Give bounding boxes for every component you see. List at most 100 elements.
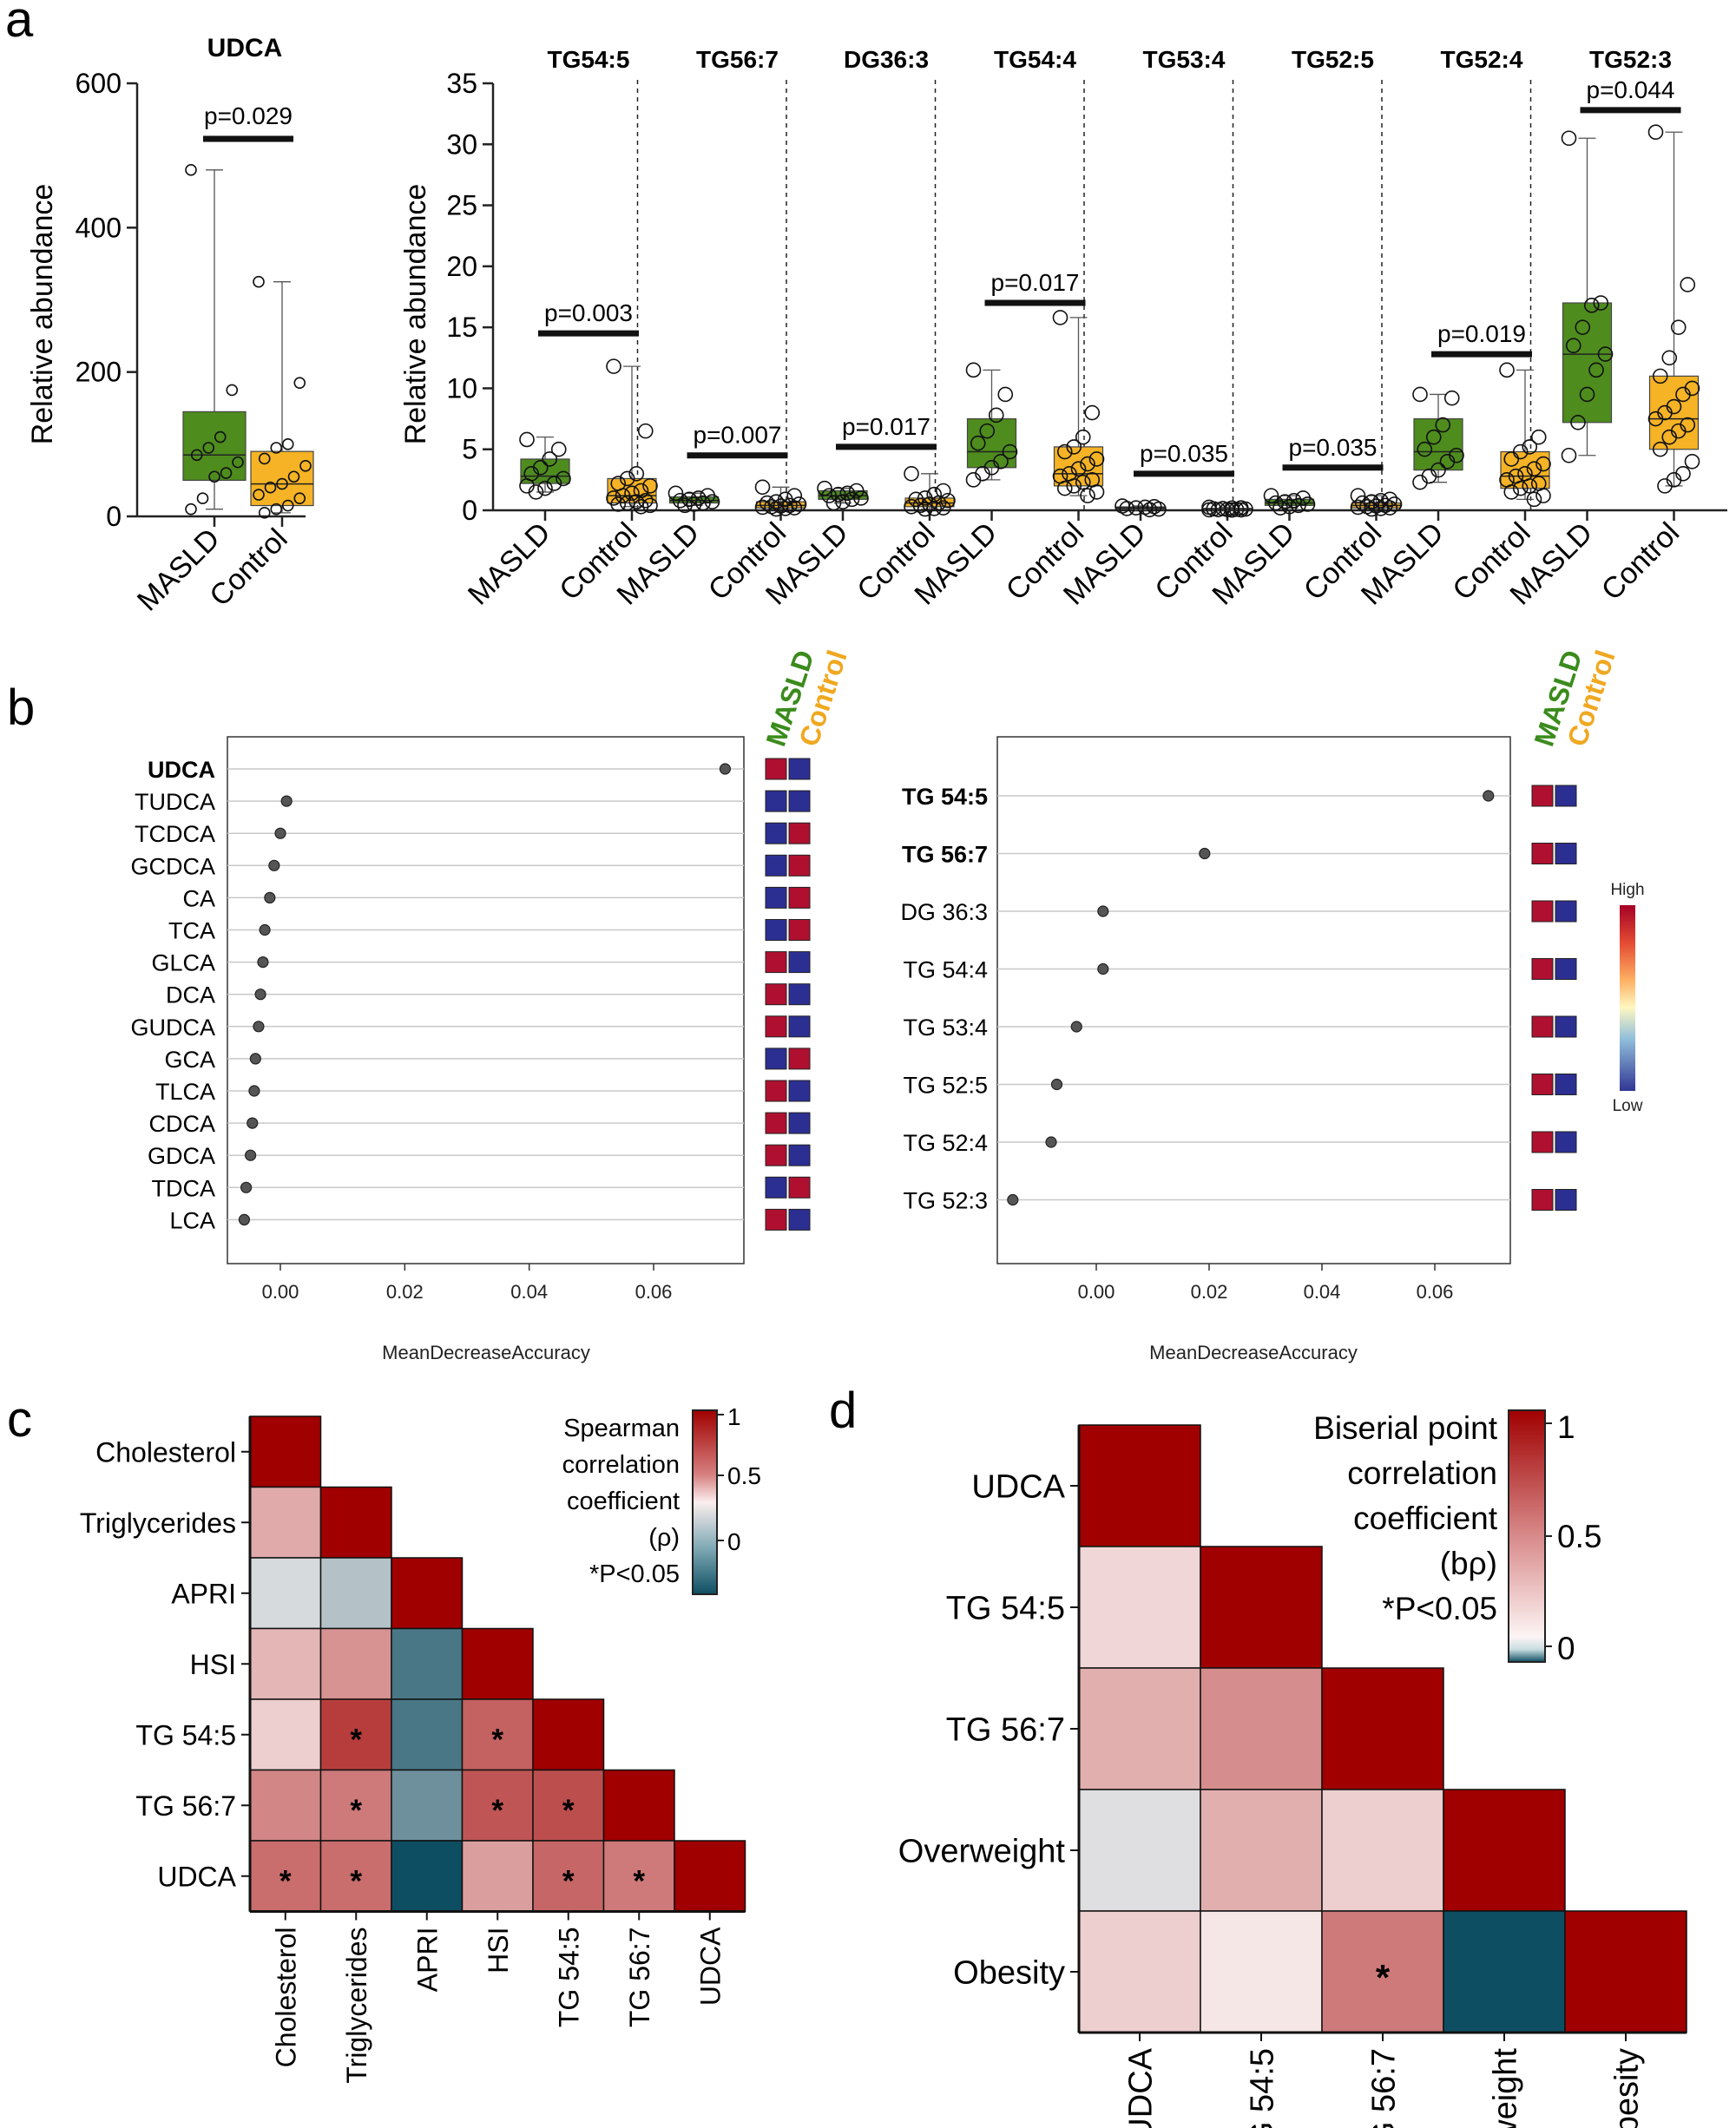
significance-star: * (562, 1864, 575, 1898)
lipid-control-1-point (786, 488, 803, 503)
heat-cell (461, 1840, 534, 1913)
lipid-pvalue: p=0.019 (1437, 320, 1526, 347)
c-cb-title-3: coefficient (567, 1488, 680, 1515)
control-level-square (788, 822, 811, 844)
lipid-colorbar-high: High (1610, 881, 1644, 899)
row-label: HSI (190, 1649, 236, 1680)
feature-label: TLCA (155, 1079, 215, 1105)
column-label: TG 54:5 (553, 1928, 584, 2028)
feature-label: TCDCA (135, 821, 215, 847)
udca-y-tick-label: 0 (106, 501, 122, 532)
masld-level-square (1531, 900, 1554, 923)
importance-dot (249, 1053, 261, 1065)
heat-cell (319, 1557, 392, 1630)
feature-label: TG 53:4 (903, 1015, 988, 1041)
importance-dot (248, 1085, 260, 1097)
heat-cell (1321, 1910, 1444, 2033)
c-colorbar: 1 0.5 0 Spearman correlation coefficient… (562, 1403, 761, 1595)
lipid-control-0-point (628, 466, 645, 482)
importance-dot (280, 795, 293, 807)
lipid-y-tick-label: 20 (446, 251, 477, 282)
lipid-control-0-point (633, 483, 649, 499)
heat-cell (1078, 1789, 1201, 1912)
masld-level-square (1531, 785, 1554, 807)
b-left-xlabel: MeanDecreaseAccuracy (382, 1342, 590, 1363)
lipid-masld-7-point (1597, 346, 1614, 362)
heat-cell (249, 1698, 322, 1771)
lipid-control-6-point (1503, 451, 1520, 467)
heat-cell (1078, 1667, 1201, 1790)
control-level-square (1555, 843, 1577, 864)
lipid-control-7-point (1647, 124, 1664, 141)
lipid-control-7-point (1670, 319, 1687, 335)
lipid-control-5-point (1372, 501, 1389, 516)
heat-cell (391, 1840, 464, 1913)
lipid-masld-5-point (1299, 496, 1316, 512)
control-level-square (788, 758, 811, 780)
control-level-square (788, 1208, 811, 1231)
lipid-control-6-point (1530, 429, 1547, 445)
udca-y-tick-label: 200 (76, 357, 122, 388)
heat-cell (1200, 1910, 1323, 2033)
lipid-control-7-point (1684, 453, 1700, 470)
udca-marks: p=0.029 (182, 102, 314, 519)
importance-dot (1007, 1193, 1019, 1206)
heat-cell (602, 1840, 675, 1913)
udca-y-tick-label: 600 (76, 68, 122, 99)
lipid-control-4-point (1233, 502, 1249, 518)
masld-level-square (765, 1176, 787, 1199)
lipid-colorbar-low: Low (1613, 1097, 1643, 1115)
lipid-masld-6-point (1439, 453, 1456, 470)
udca-control-point (293, 492, 306, 505)
lipid-control-1-point (777, 501, 793, 516)
row-label: Obesity (953, 1955, 1065, 1992)
lipid-control-1-point (768, 501, 785, 517)
lipid-ylabel: Relative abundance (399, 184, 432, 445)
control-level-square (1555, 1131, 1577, 1153)
x-tick-label: 0.04 (510, 1281, 548, 1303)
significance-star: * (350, 1723, 362, 1757)
heat-cell (1443, 1789, 1566, 1912)
udca-control-point (258, 507, 271, 519)
udca-masld-point (185, 164, 197, 176)
lipid-title: TG54:4 (994, 46, 1076, 73)
masld-level-square (765, 1112, 787, 1134)
lipid-masld-1-point (704, 494, 720, 509)
lipid-masld-3-point (965, 472, 982, 488)
masld-level-square (1531, 1189, 1554, 1211)
d-cb-label-1: 1 (1557, 1409, 1575, 1445)
lipid-control-2-point (930, 495, 947, 511)
lipid-masld-0-point (519, 478, 535, 494)
column-label: Obesity (1609, 2048, 1646, 2128)
control-level-square (788, 951, 811, 974)
c-cb-label-05: 0.5 (727, 1462, 761, 1489)
heat-cell (391, 1627, 464, 1700)
control-level-square (788, 1176, 811, 1199)
lipid-pvalue: p=0.044 (1587, 76, 1675, 103)
heat-cell (1078, 1546, 1201, 1669)
heat-cell (319, 1627, 392, 1700)
lipid-masld-7-point (1579, 386, 1595, 403)
b-right-legend: MASLD Control (1528, 647, 1621, 750)
lipid-control-4-point (1201, 502, 1217, 518)
importance-dot (245, 1149, 257, 1161)
c-cb-title-5: *P<0.05 (589, 1560, 680, 1588)
row-label: TG 56:7 (946, 1712, 1065, 1749)
lipid-masld-2-point (817, 480, 832, 496)
udca-masld-point (214, 430, 227, 443)
heat-cell (1200, 1546, 1323, 1669)
x-tick-label: 0.00 (1078, 1281, 1115, 1303)
importance-dot (264, 891, 276, 904)
significance-star: * (279, 1864, 292, 1898)
heat-cell (319, 1698, 392, 1771)
lipid-control-6-point (1503, 484, 1520, 500)
lipid-control-3-point (1066, 439, 1082, 455)
importance-dot (1199, 847, 1211, 860)
lipid-control-7-point (1675, 386, 1691, 403)
panel-label-a: a (5, 0, 34, 48)
lipid-title: DG36:3 (844, 46, 929, 73)
biserial-heatmap: * UDCA UDCA TG 54:5 TG 54:5 TG 56:7 TG 56:7 Ove… (898, 1409, 1687, 2128)
lipid-masld-2-point (830, 486, 846, 502)
c-colorbar-gradient (692, 1409, 718, 1595)
lipid-y-tick-label: 10 (446, 372, 477, 404)
